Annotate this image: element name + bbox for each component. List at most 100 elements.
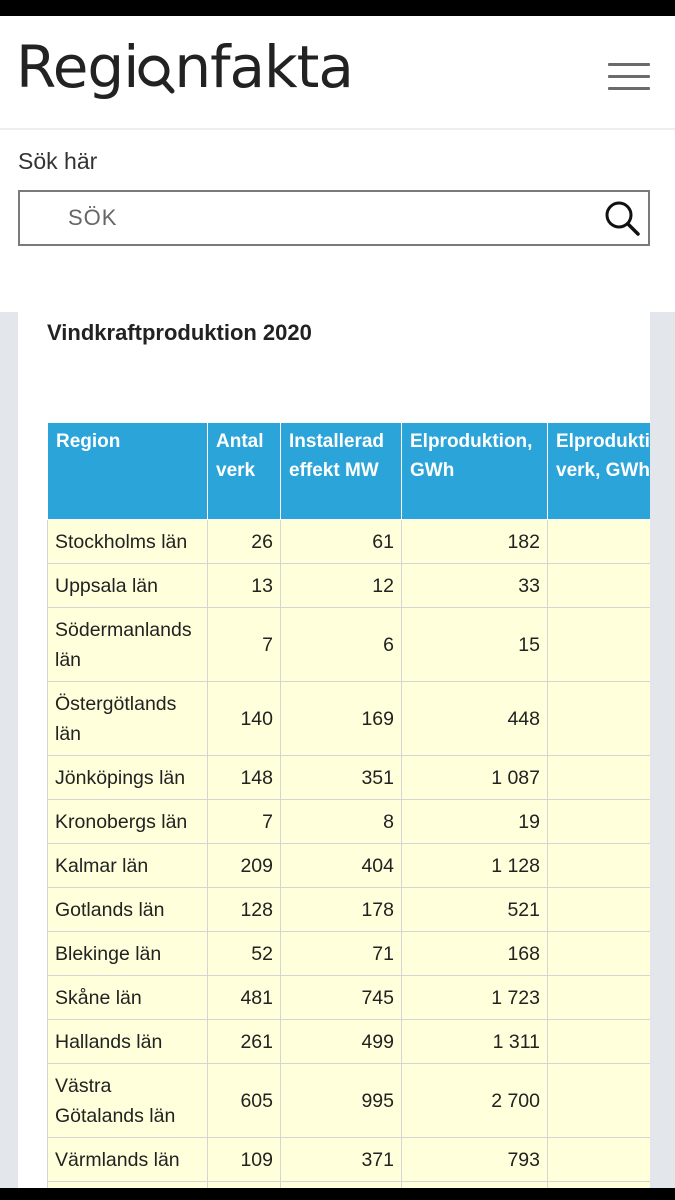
cell-per-verk xyxy=(547,681,650,756)
cell-elproduktion: 793 xyxy=(401,1137,548,1182)
cell-per-verk xyxy=(547,1181,650,1188)
cell-elproduktion: 168 xyxy=(401,931,548,976)
cell-elproduktion: 2 700 xyxy=(401,1063,548,1138)
table-scroll-container[interactable]: Region Antal verk Installerad effekt MW … xyxy=(47,422,650,1188)
cell-antal-verk: 7 xyxy=(207,607,281,682)
column-header-elproduktion-per-verk[interactable]: Elproduktion per verk, GWh xyxy=(547,422,650,520)
cell-antal-verk: 140 xyxy=(207,681,281,756)
cell-per-verk xyxy=(547,519,650,564)
table-row: Östergötlands län 140 169 448 xyxy=(47,681,650,756)
site-header: Regi nfakta xyxy=(0,16,675,130)
cell-antal-verk: 605 xyxy=(207,1063,281,1138)
cell-per-verk xyxy=(547,1063,650,1138)
cell-per-verk xyxy=(547,755,650,800)
cell-installerad-effekt: 6 xyxy=(280,607,402,682)
page-title: Vindkraftproduktion 2020 xyxy=(47,320,312,345)
cell-elproduktion: 1 723 xyxy=(401,975,548,1020)
cell-antal-verk: 481 xyxy=(207,975,281,1020)
table-row: Uppsala län 13 12 33 xyxy=(47,563,650,608)
table-row: Kalmar län 209 404 1 128 xyxy=(47,843,650,888)
cell-installerad-effekt: 61 xyxy=(280,519,402,564)
column-header-region[interactable]: Region xyxy=(47,422,208,520)
page-side-gutter xyxy=(650,312,675,1188)
search-label: Sök här xyxy=(18,148,98,174)
cell-region: Skåne län xyxy=(47,975,208,1020)
search-icon xyxy=(605,201,640,236)
table-row: Hallands län 261 499 1 311 xyxy=(47,1019,650,1064)
cell-elproduktion: 1 087 xyxy=(401,755,548,800)
cell-antal-verk: 13 xyxy=(207,563,281,608)
cell-region: Uppsala län xyxy=(47,563,208,608)
cell-installerad-effekt: 499 xyxy=(280,1019,402,1064)
cell-per-verk xyxy=(547,563,650,608)
cell-installerad-effekt: 169 xyxy=(280,681,402,756)
cell-installerad-effekt: 178 xyxy=(280,887,402,932)
table-row: Södermanlands län 7 6 15 xyxy=(47,607,650,682)
column-header-installerad-effekt[interactable]: Installerad effekt MW xyxy=(280,422,402,520)
cell-antal-verk: 261 xyxy=(207,1019,281,1064)
cell-per-verk xyxy=(547,1137,650,1182)
search-input[interactable] xyxy=(68,200,568,236)
cell-region: Södermanlands län xyxy=(47,607,208,682)
cell-per-verk xyxy=(547,1019,650,1064)
column-header-antal-verk[interactable]: Antal verk xyxy=(207,422,281,520)
cell-region: Värmlands län xyxy=(47,1137,208,1182)
cell-elproduktion: 19 xyxy=(401,799,548,844)
cell-region: Hallands län xyxy=(47,1019,208,1064)
cell-antal-verk: 52 xyxy=(207,931,281,976)
cell-elproduktion: 521 xyxy=(401,887,548,932)
magnifier-logo-icon xyxy=(138,47,175,94)
cell-region: Kalmar län xyxy=(47,843,208,888)
cell-installerad-effekt: 995 xyxy=(280,1063,402,1138)
cell-antal-verk: 26 xyxy=(207,519,281,564)
cell-per-verk xyxy=(547,607,650,682)
table-row: Gotlands län 128 178 521 xyxy=(47,887,650,932)
cell-region: Kronobergs län xyxy=(47,799,208,844)
cell-installerad-effekt: 745 xyxy=(280,975,402,1020)
cell-elproduktion: 33 xyxy=(401,563,548,608)
table-row: Västra Götalands län 605 995 2 700 xyxy=(47,1063,650,1138)
cell-per-verk xyxy=(547,843,650,888)
cell-region: Västra Götalands län xyxy=(47,1063,208,1138)
wind-power-table: Region Antal verk Installerad effekt MW … xyxy=(47,422,650,1188)
cell-antal-verk: 7 xyxy=(207,799,281,844)
content-panel: Vindkraftproduktion 2020 Region Antal ve… xyxy=(18,312,650,1188)
table-row-partial xyxy=(47,1181,650,1188)
cell-installerad-effekt: 71 xyxy=(280,931,402,976)
cell-installerad-effekt: 351 xyxy=(280,755,402,800)
cell-region: Jönköpings län xyxy=(47,755,208,800)
regionfakta-logo[interactable]: Regi nfakta xyxy=(16,38,354,118)
cell-elproduktion: 1 311 xyxy=(401,1019,548,1064)
search-field xyxy=(18,190,650,246)
cell-installerad-effekt: 371 xyxy=(280,1137,402,1182)
column-header-elproduktion[interactable]: Elproduktion, GWh xyxy=(401,422,548,520)
cell-region: Stockholms län xyxy=(47,519,208,564)
table-header-row: Region Antal verk Installerad effekt MW … xyxy=(47,422,650,520)
cell-antal-verk: 109 xyxy=(207,1137,281,1182)
navigation-bar xyxy=(0,1188,675,1200)
table-row: Stockholms län 26 61 182 xyxy=(47,519,650,564)
cell-antal-verk: 209 xyxy=(207,843,281,888)
table-row: Värmlands län 109 371 793 xyxy=(47,1137,650,1182)
cell-per-verk xyxy=(547,975,650,1020)
cell-elproduktion: 15 xyxy=(401,607,548,682)
cell-installerad-effekt: 404 xyxy=(280,843,402,888)
hamburger-menu-icon[interactable] xyxy=(608,63,650,91)
cell-elproduktion: 1 128 xyxy=(401,843,548,888)
cell-per-verk xyxy=(547,887,650,932)
cell-antal-verk: 128 xyxy=(207,887,281,932)
cell-per-verk xyxy=(547,931,650,976)
table-row: Skåne län 481 745 1 723 xyxy=(47,975,650,1020)
cell-elproduktion: 448 xyxy=(401,681,548,756)
cell-installerad-effekt: 8 xyxy=(280,799,402,844)
cell-antal-verk: 148 xyxy=(207,755,281,800)
cell-region: Gotlands län xyxy=(47,887,208,932)
cell-installerad-effekt: 12 xyxy=(280,563,402,608)
table-row: Kronobergs län 7 8 19 xyxy=(47,799,650,844)
table-row: Blekinge län 52 71 168 xyxy=(47,931,650,976)
status-bar xyxy=(0,0,675,16)
logo-text-start: Regi xyxy=(16,33,139,101)
cell-region: Blekinge län xyxy=(47,931,208,976)
search-button[interactable] xyxy=(600,198,644,240)
cell-elproduktion: 182 xyxy=(401,519,548,564)
